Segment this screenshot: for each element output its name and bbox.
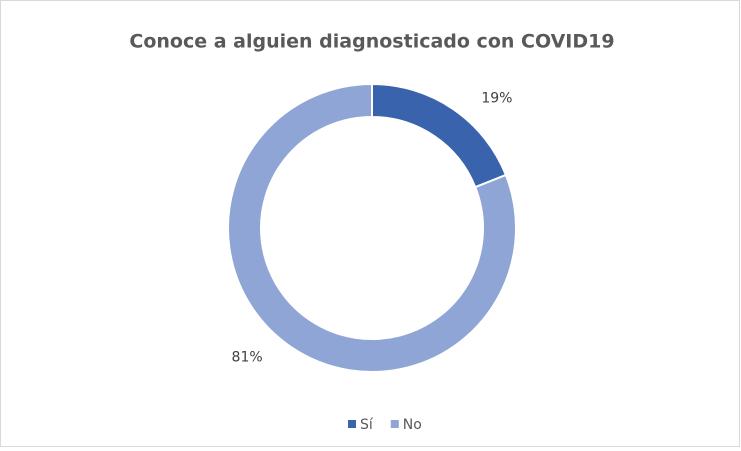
legend-swatch [390,420,399,428]
chart-title: Conoce a alguien diagnosticado con COVID… [129,31,614,53]
legend-swatch [348,420,356,428]
donut-slice [227,82,517,373]
legend-label: Sí [360,417,374,433]
data-label: 19% [481,90,512,106]
data-label: 81% [232,350,263,366]
legend-label: No [403,417,422,433]
